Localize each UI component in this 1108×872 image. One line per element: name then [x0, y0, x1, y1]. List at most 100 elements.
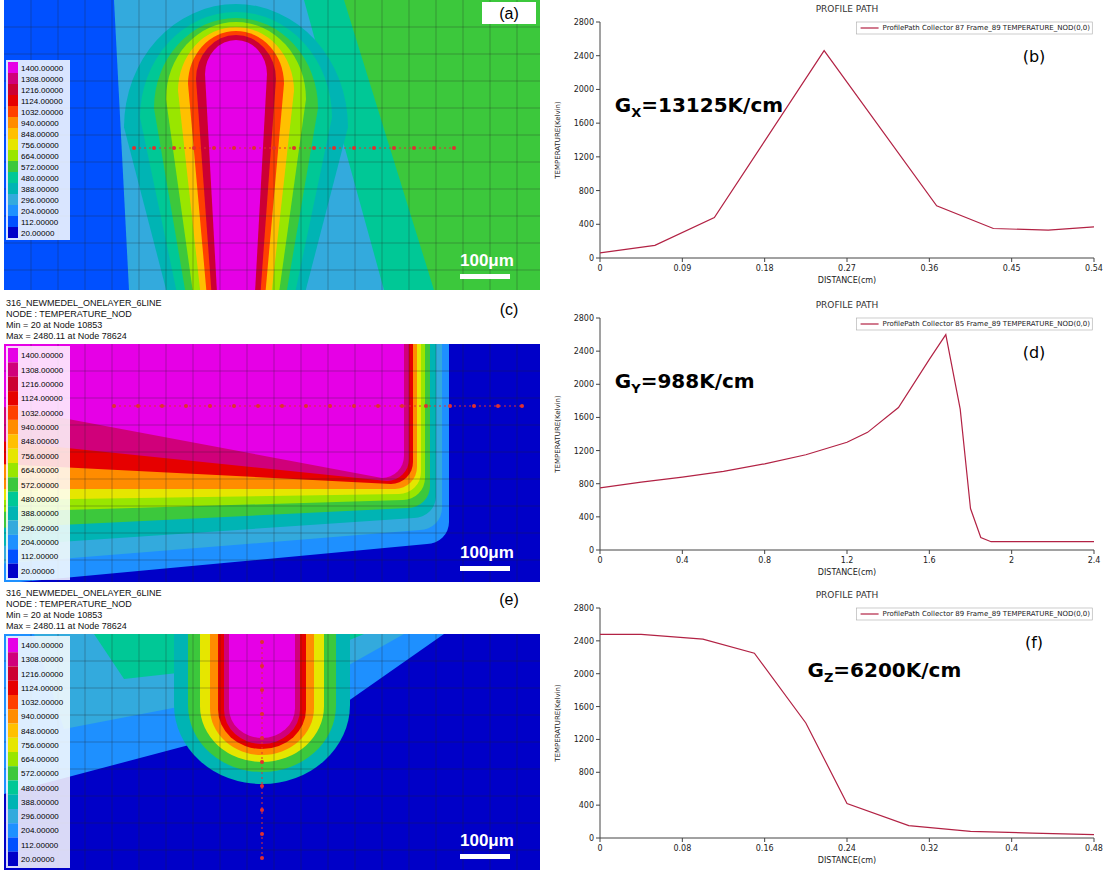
x-tick-label: 1.6: [923, 556, 936, 565]
profile-point: [332, 146, 336, 150]
colorbar-label: 572.00000: [21, 481, 59, 490]
colorbar-cell: [8, 362, 18, 376]
profile-path: [262, 642, 263, 858]
x-tick-label: 0.18: [756, 264, 774, 273]
header-text: NODE : TEMPERATURE_NOD: [6, 309, 132, 319]
x-tick-label: 0.32: [920, 844, 938, 853]
scale-bar: [460, 854, 510, 859]
colorbar-label: 204.00000: [21, 826, 59, 835]
y-tick-label: 400: [579, 801, 594, 810]
colorbar-label: 1032.00000: [21, 409, 64, 418]
x-tick: [682, 550, 683, 554]
x-tick: [764, 550, 765, 554]
x-tick: [847, 550, 848, 554]
colorbar-label: 204.00000: [21, 207, 59, 216]
scale-bar: [460, 566, 510, 571]
legend-box: [857, 608, 1093, 620]
y-tick-label: 1600: [574, 119, 594, 128]
colorbar-cell: [8, 852, 18, 866]
colorbar-label: 1308.00000: [21, 75, 64, 84]
y-tick: [596, 805, 600, 806]
mesh-line: [4, 398, 540, 399]
annotation-subscript: Z: [824, 670, 833, 685]
colorbar-label: 572.00000: [21, 769, 59, 778]
colorbar-label: 204.00000: [21, 538, 59, 547]
panel-label: (f): [1025, 633, 1043, 652]
mesh-line: [247, 634, 248, 870]
colorbar-label: 940.00000: [21, 423, 59, 432]
scale-bar: [460, 274, 510, 279]
profile-point: [208, 404, 212, 408]
line-panel: PROFILE PATH00.40.81.21.622.404008001200…: [554, 300, 1100, 577]
mesh-line: [4, 425, 540, 426]
colorbar-cell: [8, 434, 18, 448]
y-tick: [596, 608, 600, 609]
colorbar-cell: [8, 838, 18, 852]
profile-point: [260, 664, 264, 668]
colorbar-label: 112.00000: [21, 841, 59, 850]
colorbar-cell: [8, 795, 18, 809]
profile-point: [260, 712, 264, 716]
y-tick: [596, 384, 600, 385]
y-tick: [596, 224, 600, 225]
mesh-line: [85, 634, 86, 870]
y-tick: [596, 351, 600, 352]
colorbar-cell: [8, 638, 18, 652]
colorbar-label: 756.00000: [21, 452, 59, 461]
colorbar-label: 1032.00000: [21, 108, 64, 117]
header-text: Max = 2480.11 at Node 78624: [6, 331, 127, 341]
x-tick: [929, 550, 930, 554]
annotation-subscript: Y: [630, 381, 641, 396]
chart-title: PROFILE PATH: [816, 300, 879, 310]
colorbar-cell: [8, 564, 18, 578]
profile-point: [232, 146, 236, 150]
colorbar-cell: [8, 781, 18, 795]
colorbar-cell: [8, 227, 18, 238]
colorbar-cell: [8, 681, 18, 695]
temperature-zone: [218, 634, 306, 749]
colorbar-label: 296.00000: [21, 524, 59, 533]
annotation-part: =13125K/cm: [641, 93, 783, 117]
colorbar-cell: [8, 62, 18, 73]
mesh-line: [301, 634, 302, 870]
y-tick-label: 800: [579, 480, 594, 489]
y-tick-label: 1200: [574, 735, 594, 744]
mesh-line: [166, 344, 167, 582]
x-tick: [600, 838, 601, 842]
y-tick-label: 800: [579, 187, 594, 196]
mesh-line: [4, 452, 540, 453]
x-tick-label: 0: [597, 264, 602, 273]
profile-point: [184, 404, 188, 408]
header-text: 316_NEWMEDEL_ONELAYER_6LINE: [6, 298, 161, 308]
profile-point: [304, 404, 308, 408]
y-tick: [596, 123, 600, 124]
colorbar-cell: [8, 348, 18, 362]
annotation-part: =6200K/cm: [833, 658, 961, 682]
colorbar-cell: [8, 420, 18, 434]
mesh-line: [274, 634, 275, 870]
mesh-line: [220, 634, 221, 870]
y-tick: [596, 190, 600, 191]
y-tick-label: 400: [579, 220, 594, 229]
mesh-line: [247, 0, 248, 290]
x-tick-label: 0.4: [676, 556, 689, 565]
mesh-line: [301, 0, 302, 290]
scale-bar-label: 100μm: [460, 251, 514, 270]
mesh-line: [382, 634, 383, 870]
colorbar-label: 1032.00000: [21, 698, 64, 707]
mesh-line: [4, 54, 540, 55]
profile-point: [312, 146, 316, 150]
panel-label-backing: [482, 298, 536, 320]
legend-box: [857, 22, 1093, 34]
colorbar-label: 572.00000: [21, 163, 59, 172]
mesh-line: [4, 243, 540, 244]
chart-title: PROFILE PATH: [816, 590, 879, 600]
x-tick-label: 0.09: [673, 264, 691, 273]
x-tick: [1011, 838, 1012, 842]
mesh-line: [4, 769, 540, 770]
x-axis-title: DISTANCE(cm): [818, 568, 876, 577]
x-tick: [847, 258, 848, 262]
line-panel: PROFILE PATH00.090.180.270.360.450.54040…: [554, 4, 1103, 285]
annotation-part: G: [615, 93, 631, 117]
x-tick-label: 0.54: [1085, 264, 1103, 273]
